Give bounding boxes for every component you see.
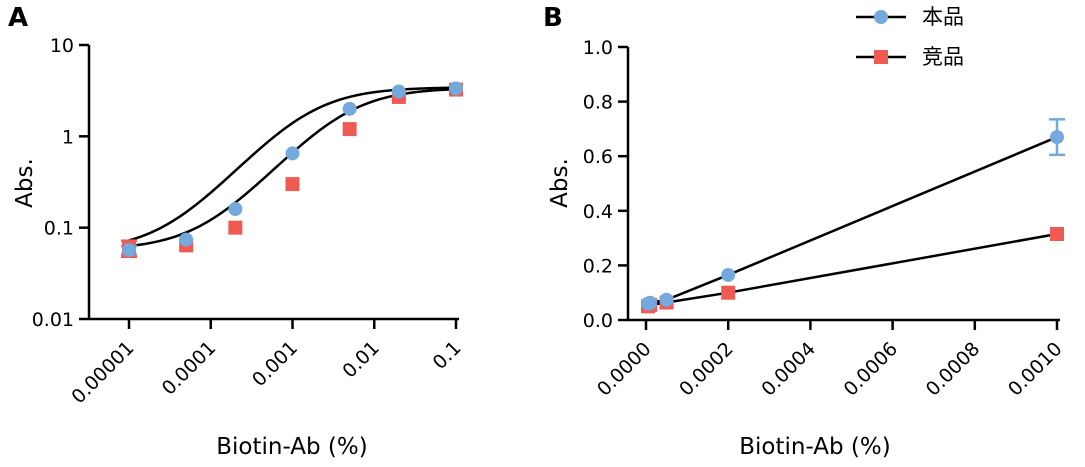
panel-b-x-tick-label: 0.0008	[922, 338, 985, 401]
panel-b-y-tick-label: 0.0	[583, 310, 613, 332]
panel-a-jingpin-point	[228, 220, 243, 235]
panel-b-y-tick-label: 0.4	[583, 201, 613, 223]
panel-a-benpin-point	[122, 242, 136, 257]
panel-a-jingpin-line	[128, 87, 457, 248]
panel-a-y-tick-label: 1	[62, 126, 74, 148]
panel-b-jingpin-point	[1050, 227, 1064, 242]
panel-a-benpin-line	[128, 86, 457, 242]
panel-a-benpin-point	[391, 84, 406, 99]
panel-a-benpin-point	[179, 232, 194, 247]
legend: 本品 竞品	[856, 5, 964, 69]
panel-b-benpin-line	[647, 135, 1058, 305]
panel-a-benpin-point	[449, 81, 463, 96]
panel-a-y-tick-label: 10	[50, 35, 74, 57]
panel-b-benpin-point	[1050, 130, 1064, 145]
panel-b-x-axis-title: Biotin-Ab (%)	[739, 434, 890, 460]
panel-b-chart: B Abs. Biotin-Ab (%) 0.0 0.2 0.4 0.6 0.8 1.0 0…	[543, 3, 1067, 460]
panel-a-x-tick-label: 0.0001	[158, 337, 221, 400]
legend-marker-benpin	[874, 10, 888, 24]
legend-label-jingpin: 竞品	[922, 45, 964, 69]
panel-b-y-tick-label: 0.2	[583, 255, 613, 277]
panel-a-label: A	[8, 3, 28, 33]
panel-a-x-tick-label: 0.001	[248, 337, 302, 391]
panel-a-x-tick-label: 0.1	[429, 337, 466, 374]
panel-a-benpin-point	[285, 146, 300, 161]
panel-b-x-tick-label: 0.0000	[593, 338, 656, 401]
panel-a-jingpin-point	[342, 122, 357, 137]
panel-b-benpin-point	[659, 292, 674, 307]
panel-a-jingpin-point	[285, 177, 300, 192]
panel-a-y-tick-label: 0.1	[44, 218, 74, 240]
panel-a-x-tick-label: 0.00001	[67, 337, 138, 408]
panel-b-y-axis-title: Abs.	[547, 158, 573, 208]
panel-b-y-tick-label: 0.6	[583, 146, 613, 168]
panel-a-benpin-point	[342, 101, 357, 116]
panel-a-x-tick-label: 0.01	[338, 337, 383, 382]
panel-b-x-tick-label: 0.0010	[1004, 338, 1067, 401]
panel-b-jingpin-point	[721, 285, 736, 300]
panel-b-x-tick-label: 0.0004	[757, 338, 820, 401]
panel-b-jingpin-line	[647, 232, 1058, 308]
panel-b-label: B	[543, 3, 563, 33]
panel-b-x-tick-label: 0.0002	[675, 338, 738, 401]
panel-b-benpin-point	[643, 295, 658, 310]
panel-a-x-axis-title: Biotin-Ab (%)	[216, 434, 367, 460]
panel-b-x-tick-label: 0.0006	[840, 338, 903, 401]
panel-a-benpin-point	[228, 202, 243, 217]
legend-marker-jingpin	[874, 50, 888, 64]
panel-a-chart: A Abs. Biotin-Ab (%) 0.01 0.1 1 10 0.00001 0.…	[8, 3, 466, 460]
panel-b-y-tick-label: 1.0	[583, 37, 613, 59]
panel-b-y-tick-label: 0.8	[583, 92, 613, 114]
panel-a-y-axis-title: Abs.	[12, 158, 38, 208]
panel-b-benpin-point	[721, 267, 736, 282]
panel-a-y-tick-label: 0.01	[32, 309, 74, 331]
legend-label-benpin: 本品	[922, 5, 964, 29]
